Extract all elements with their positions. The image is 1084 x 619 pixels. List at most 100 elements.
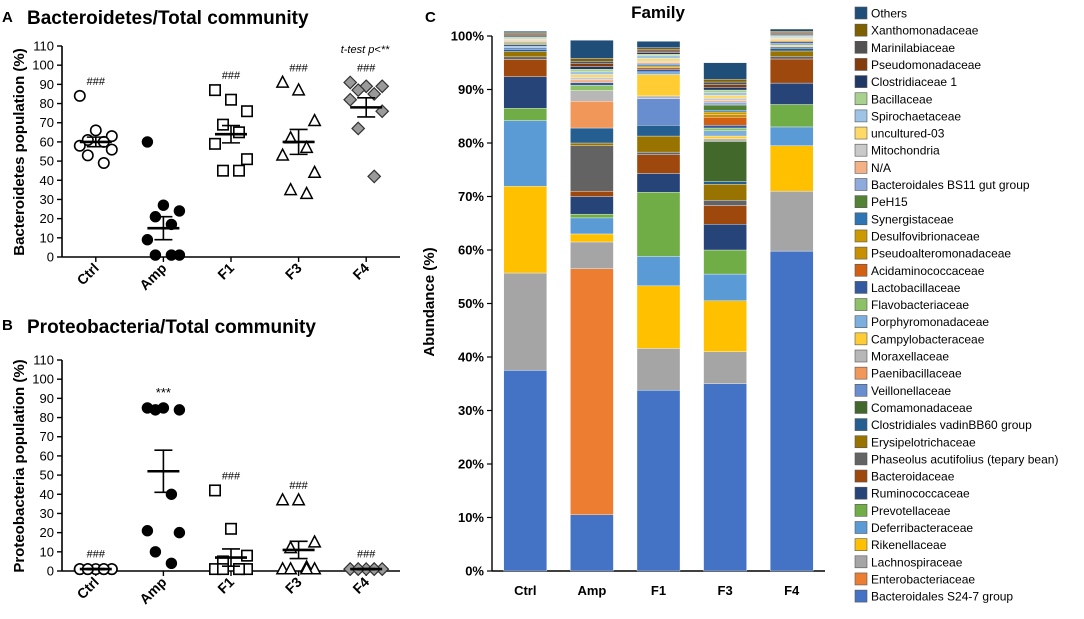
panel-c-legend-label: Phaseolus acutifolius (tepary bean) <box>871 452 1058 466</box>
panel-a-significance-label: ### <box>357 62 376 74</box>
panel-a-y-axis-label: Bacteroidetes population (%) <box>11 48 28 256</box>
panel-a-data-point <box>351 121 366 136</box>
panel-b-data-point <box>307 561 322 575</box>
panel-b-marks: ### *** ### ### ### <box>73 385 390 577</box>
panel-a-data-point <box>141 136 154 148</box>
panel-c-bar-segment <box>570 66 614 70</box>
panel-c-bar-segment <box>570 71 614 75</box>
panel-c-legend-label: Acidaminococcaceae <box>871 264 985 278</box>
panel-c-bar-segment <box>636 50 681 53</box>
panel-c-bars <box>503 28 814 572</box>
panel-c-bar-segment <box>703 97 747 101</box>
panel-c-legend-swatch <box>854 161 868 174</box>
panel-b-data-point <box>173 526 186 539</box>
panel-c-legend-label: Desulfovibrionaceae <box>871 229 980 243</box>
panel-a-data-point <box>217 164 230 177</box>
panel-a-letter: A <box>2 9 13 26</box>
panel-a-data-point <box>343 92 358 107</box>
panel-c-bar-segment <box>636 55 681 59</box>
panel-c-bar-segment <box>570 213 614 219</box>
panel-c-bar-segment <box>703 138 747 142</box>
panel-c-bar-segment <box>636 65 681 68</box>
panel-c-x-tick-label: F4 <box>784 583 800 598</box>
panel-c-axes: 0% 10% 20% 30% 40% 50% 60% 70% 80% 90% 100% Ctrl Amp… <box>451 29 825 598</box>
panel-c-bar-segment <box>770 56 814 60</box>
panel-c-y-tick-label: 90% <box>458 82 484 97</box>
panel-a-data-point <box>173 205 186 217</box>
panel-b-data-point <box>173 404 186 416</box>
panel-c-legend-label: Bacteroidales BS11 gut group <box>871 178 1030 192</box>
panel-c-bar-segment <box>703 79 747 83</box>
panel-c-bar-segment <box>703 135 747 139</box>
panel-c-bar-segment <box>636 95 681 99</box>
panel-b-x-tick-label: Amp <box>136 574 169 607</box>
panel-c-legend-swatch <box>854 126 868 140</box>
panel-c-bar-segment <box>570 241 614 269</box>
panel-c-bar-segment <box>570 145 614 192</box>
panel-c-legend-label: Pseudomonadaceae <box>871 58 981 72</box>
panel-c-x-tick-label: F1 <box>651 583 666 598</box>
panel-a-data-point <box>105 143 118 156</box>
panel-c-bar-segment <box>703 205 747 225</box>
panel-c-y-tick-label: 10% <box>458 510 484 525</box>
panel-c-bar-segment <box>703 62 747 80</box>
panel-a-data-point <box>233 126 246 139</box>
panel-a-data-point <box>209 137 222 150</box>
panel-c: C Family Abundance (%) 0% 10% 20% 30% 40% 50%… <box>421 3 1058 604</box>
panel-c-bar-segment <box>570 63 614 67</box>
panel-c-legend-label: Clostridiaceae 1 <box>871 75 957 89</box>
panel-c-bar-segment <box>770 41 814 44</box>
panel-c-bar-segment <box>503 272 547 371</box>
panel-a-data-point <box>299 185 314 200</box>
panel-c-bar-segment <box>703 111 747 115</box>
panel-c-bar-segment <box>636 192 681 257</box>
panel-b-data-point <box>141 525 154 537</box>
panel-b-significance-label: ### <box>87 549 106 561</box>
panel-c-bar-segment <box>636 47 681 50</box>
panel-c-bar-segment <box>703 100 747 103</box>
panel-a-x-tick-label: F4 <box>349 260 372 283</box>
panel-c-x-tick-label: Amp <box>577 583 606 598</box>
panel-b-data-point <box>275 561 290 575</box>
panel-b-x-tick-label: F3 <box>282 574 305 597</box>
panel-c-legend-swatch <box>854 298 868 311</box>
panel-c-legend-swatch <box>854 92 868 106</box>
panel-c-bar-segment <box>703 383 747 572</box>
panel-c-bar-segment <box>503 59 547 77</box>
panel-c-bar-segment <box>503 31 547 33</box>
panel-c-bar-segment <box>503 47 547 50</box>
panel-a-y-tick-label: 90 <box>40 77 54 92</box>
panel-c-y-tick-label: 80% <box>458 136 484 151</box>
panel-a-y-tick-label: 80 <box>40 96 54 111</box>
panel-c-bar-segment <box>503 76 547 109</box>
panel-c-bar-segment <box>570 127 614 144</box>
panel-c-legend: Others Xanthomonadaceae Marinilabiaceae Pse… <box>854 6 1058 604</box>
panel-c-bar-segment <box>770 104 814 128</box>
panel-c-legend-swatch <box>854 40 868 54</box>
panel-c-bar-segment <box>570 233 614 243</box>
panel-a-data-point <box>89 124 102 137</box>
panel-a-marks: ### ### ### ### <box>73 62 390 261</box>
panel-a-data-point <box>217 118 230 131</box>
panel-a-data-point <box>307 112 322 127</box>
panel-a-significance-label: ### <box>222 70 241 82</box>
panel-b-y-tick-label: 20 <box>40 525 54 540</box>
panel-c-bar-segment <box>703 114 747 118</box>
panel-c-bar-segment <box>703 351 747 384</box>
panel-c-bar-segment <box>570 190 614 197</box>
panel-c-bar-segment <box>703 273 747 302</box>
panel-c-bar-segment <box>703 181 747 185</box>
panel-a-y-tick-label: 30 <box>40 192 54 207</box>
panel-c-legend-swatch <box>854 6 868 20</box>
panel-c-bar-segment <box>503 44 547 47</box>
panel-c-bar-segment <box>636 41 681 48</box>
panel-b-data-point <box>165 488 178 500</box>
panel-c-bar-segment <box>703 127 747 131</box>
panel-c-letter: C <box>425 9 436 26</box>
panel-c-legend-swatch <box>854 195 868 208</box>
panel-c-legend-swatch <box>854 246 868 260</box>
panel-a-y-tick-label: 50 <box>40 154 54 169</box>
panel-c-legend-swatch <box>854 366 868 380</box>
panel-c-bar-segment <box>770 44 814 47</box>
panel-a-data-point <box>149 249 162 261</box>
